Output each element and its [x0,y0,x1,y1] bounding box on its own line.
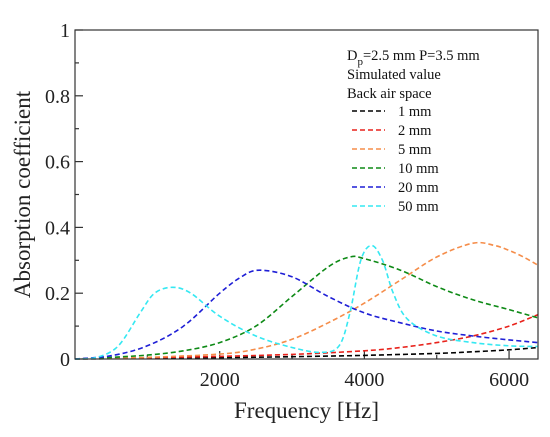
legend-label-2-mm: 2 mm [398,123,432,139]
legend-header-dp-sub: p [357,56,363,68]
legend-label-20-mm: 20 mm [398,180,439,196]
y-tick-label: 0.8 [45,86,70,108]
series-line-50-mm [74,244,539,360]
y-axis-title: Absorption coefficient [10,90,35,298]
legend-entries: 1 mm 2 mm 5 mm 10 mm 20 mm 50 mm [352,104,439,215]
series-line-20-mm [74,269,539,360]
y-tick-label: 1 [60,20,70,42]
legend-header-line2: Simulated value [347,67,441,83]
curves-layer [74,241,539,360]
y-tick-label: 0.4 [45,217,70,239]
y-tick-label: 0.2 [45,283,70,305]
legend: Dp=2.5 mm P=3.5 mm Simulated value Back … [347,48,480,215]
series-line-1-mm [74,346,539,360]
legend-label-1-mm: 1 mm [398,104,432,120]
series-line-5-mm [74,241,539,360]
y-tick-label: 0.6 [45,152,70,174]
legend-header-line3: Back air space [347,86,432,102]
legend-header-dp-rest: =2.5 mm P=3.5 mm [363,48,480,64]
x-tick-label: 4000 [344,369,384,391]
legend-label-10-mm: 10 mm [398,161,439,177]
ticks-layer: 2000 4000 6000 0 0.2 0.4 0.6 0.8 1 [45,20,529,391]
legend-header-dp-main: D [347,48,357,64]
legend-header-line1: Dp=2.5 mm P=3.5 mm [347,48,480,68]
legend-label-5-mm: 5 mm [398,142,432,158]
x-axis-title: Frequency [Hz] [234,398,379,423]
x-tick-label: 2000 [200,369,240,391]
series-line-10-mm [74,255,539,360]
legend-label-50-mm: 50 mm [398,199,439,215]
plot-frame [74,29,539,360]
x-tick-label: 6000 [489,369,529,391]
y-tick-label: 0 [60,349,70,371]
